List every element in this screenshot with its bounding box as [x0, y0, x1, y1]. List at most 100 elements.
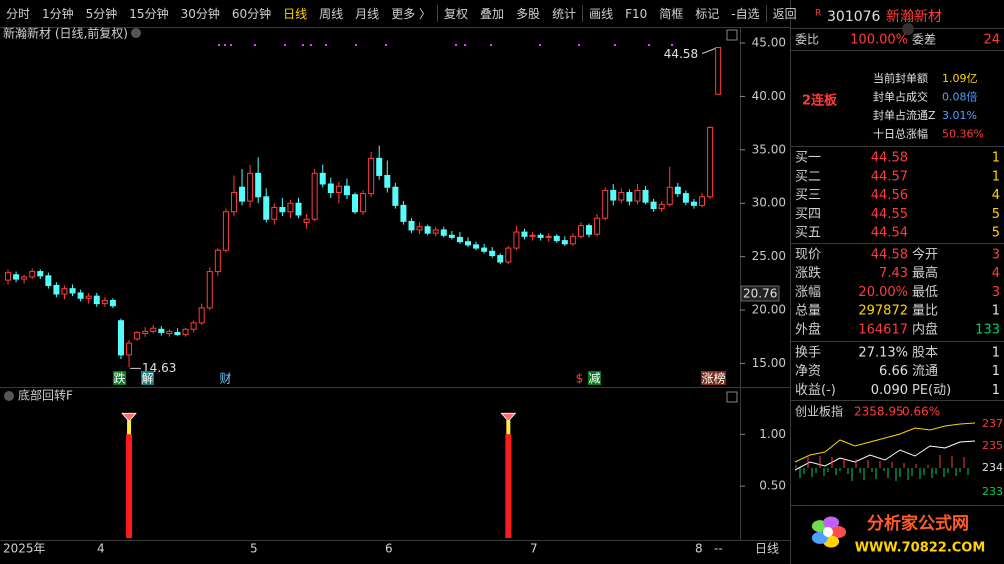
candle-body: [658, 203, 665, 210]
event-label: 涨榜: [701, 371, 725, 386]
toolbar-button[interactable]: 标记: [695, 7, 720, 21]
toolbar-button[interactable]: 画线: [582, 5, 619, 22]
candle-body: [182, 328, 189, 336]
candle-body: [93, 295, 100, 305]
candle-body: [29, 271, 36, 278]
toolbar-button[interactable]: 日线: [283, 7, 308, 21]
toolbar-button[interactable]: 更多 〉: [391, 7, 432, 21]
signal-cap: [506, 420, 511, 435]
candle-body: [206, 271, 213, 309]
candle-body: [561, 240, 568, 245]
candle-body: [311, 172, 318, 220]
value: 0.090: [871, 383, 908, 398]
event-label: 解: [141, 372, 153, 386]
toolbar-button[interactable]: 返回: [765, 5, 803, 22]
y-tick-label: 45.00: [752, 36, 786, 50]
event-label: 财: [219, 372, 231, 386]
event-badge: [588, 371, 601, 385]
candle-body: [21, 276, 28, 280]
candle-body: [360, 193, 367, 213]
x-tick-label: 4: [97, 542, 105, 556]
toolbar-button[interactable]: F10: [625, 6, 648, 21]
value: 6.66: [879, 364, 908, 379]
label: 量比: [912, 304, 938, 319]
logo-core: [823, 527, 833, 537]
candle-body: [690, 201, 697, 206]
logo-url: WWW.70822.COM: [855, 541, 986, 556]
candle-body: [666, 186, 673, 205]
event-label: $: [576, 372, 584, 386]
candle-body: [650, 201, 657, 210]
candle-body: [610, 189, 617, 201]
candle-body: [343, 185, 350, 196]
stock-name: 新瀚新材: [886, 9, 942, 25]
label: 当前封单额: [873, 71, 928, 85]
toolbar-button[interactable]: 周线: [319, 7, 344, 21]
y-tick-label: 15.00: [752, 356, 786, 370]
toolbar-button[interactable]: 复权: [437, 5, 474, 22]
toolbar-button[interactable]: 60分钟: [231, 7, 272, 21]
candle-body: [13, 274, 20, 280]
label: 今开: [912, 247, 938, 263]
toolbar-button[interactable]: 分时: [6, 7, 31, 21]
candle-body: [699, 196, 706, 206]
toolbar-button[interactable]: 5分钟: [85, 7, 118, 21]
y-tick-label: 40.00: [752, 89, 786, 103]
x-tick-label: 5: [250, 542, 258, 556]
value: 4: [992, 266, 1000, 281]
candle-body: [214, 249, 221, 273]
label: 买一: [795, 151, 821, 166]
y-tick-label: 25.00: [752, 249, 786, 263]
label: 买三: [795, 188, 821, 203]
candle-body: [222, 211, 229, 251]
candle-body: [577, 225, 584, 237]
value: 164617: [858, 322, 908, 337]
candle-body: [126, 342, 133, 356]
candle-body: [432, 229, 439, 234]
candle-body: [271, 207, 278, 220]
candle-body: [513, 231, 520, 249]
label: 买四: [795, 207, 821, 222]
signal-gem: [500, 412, 517, 422]
candle-body: [505, 247, 512, 263]
toolbar-button[interactable]: 15分钟: [129, 7, 169, 21]
value: 27.13%: [858, 346, 908, 361]
toolbar-button[interactable]: 多股: [516, 7, 541, 21]
candle-body: [174, 331, 181, 336]
index-value: 2358.95: [854, 405, 904, 419]
label: 最低: [912, 285, 938, 300]
candle-body: [327, 183, 334, 194]
toolbar-button[interactable]: 1分钟: [42, 7, 74, 21]
candle-body: [384, 174, 391, 188]
panel-icons: [4, 23, 914, 403]
event-badge: [219, 371, 232, 385]
toolbar-button[interactable]: 统计: [552, 7, 577, 21]
label: 收益(-): [795, 383, 836, 398]
candle-body: [45, 275, 52, 286]
label: 封单占流通Z: [873, 108, 936, 122]
candle-body: [392, 186, 399, 206]
toolbar-button[interactable]: 月线: [355, 7, 380, 21]
value: 1: [992, 304, 1000, 319]
toolbar-button[interactable]: -自选: [731, 7, 760, 21]
value: 1: [992, 151, 1000, 166]
x-tick-label: 2025年: [3, 542, 46, 556]
candle-body: [400, 204, 407, 222]
candle-body: [319, 172, 326, 185]
value: 1: [992, 383, 1000, 398]
value: 3: [992, 285, 1000, 300]
signal-gem: [121, 412, 137, 422]
candle-body: [674, 186, 681, 195]
toolbar-button[interactable]: 简框: [659, 7, 684, 21]
toolbar-button[interactable]: 叠加: [480, 7, 505, 21]
value: 5: [992, 226, 1000, 241]
label: 委差: [912, 33, 936, 47]
event-badge: [141, 371, 154, 385]
toolbar-button[interactable]: 30分钟: [180, 7, 220, 21]
signal-cap: [127, 420, 132, 435]
value: 44.57: [871, 169, 908, 184]
index-mini-chart: [794, 422, 976, 471]
arrow: [701, 48, 716, 54]
